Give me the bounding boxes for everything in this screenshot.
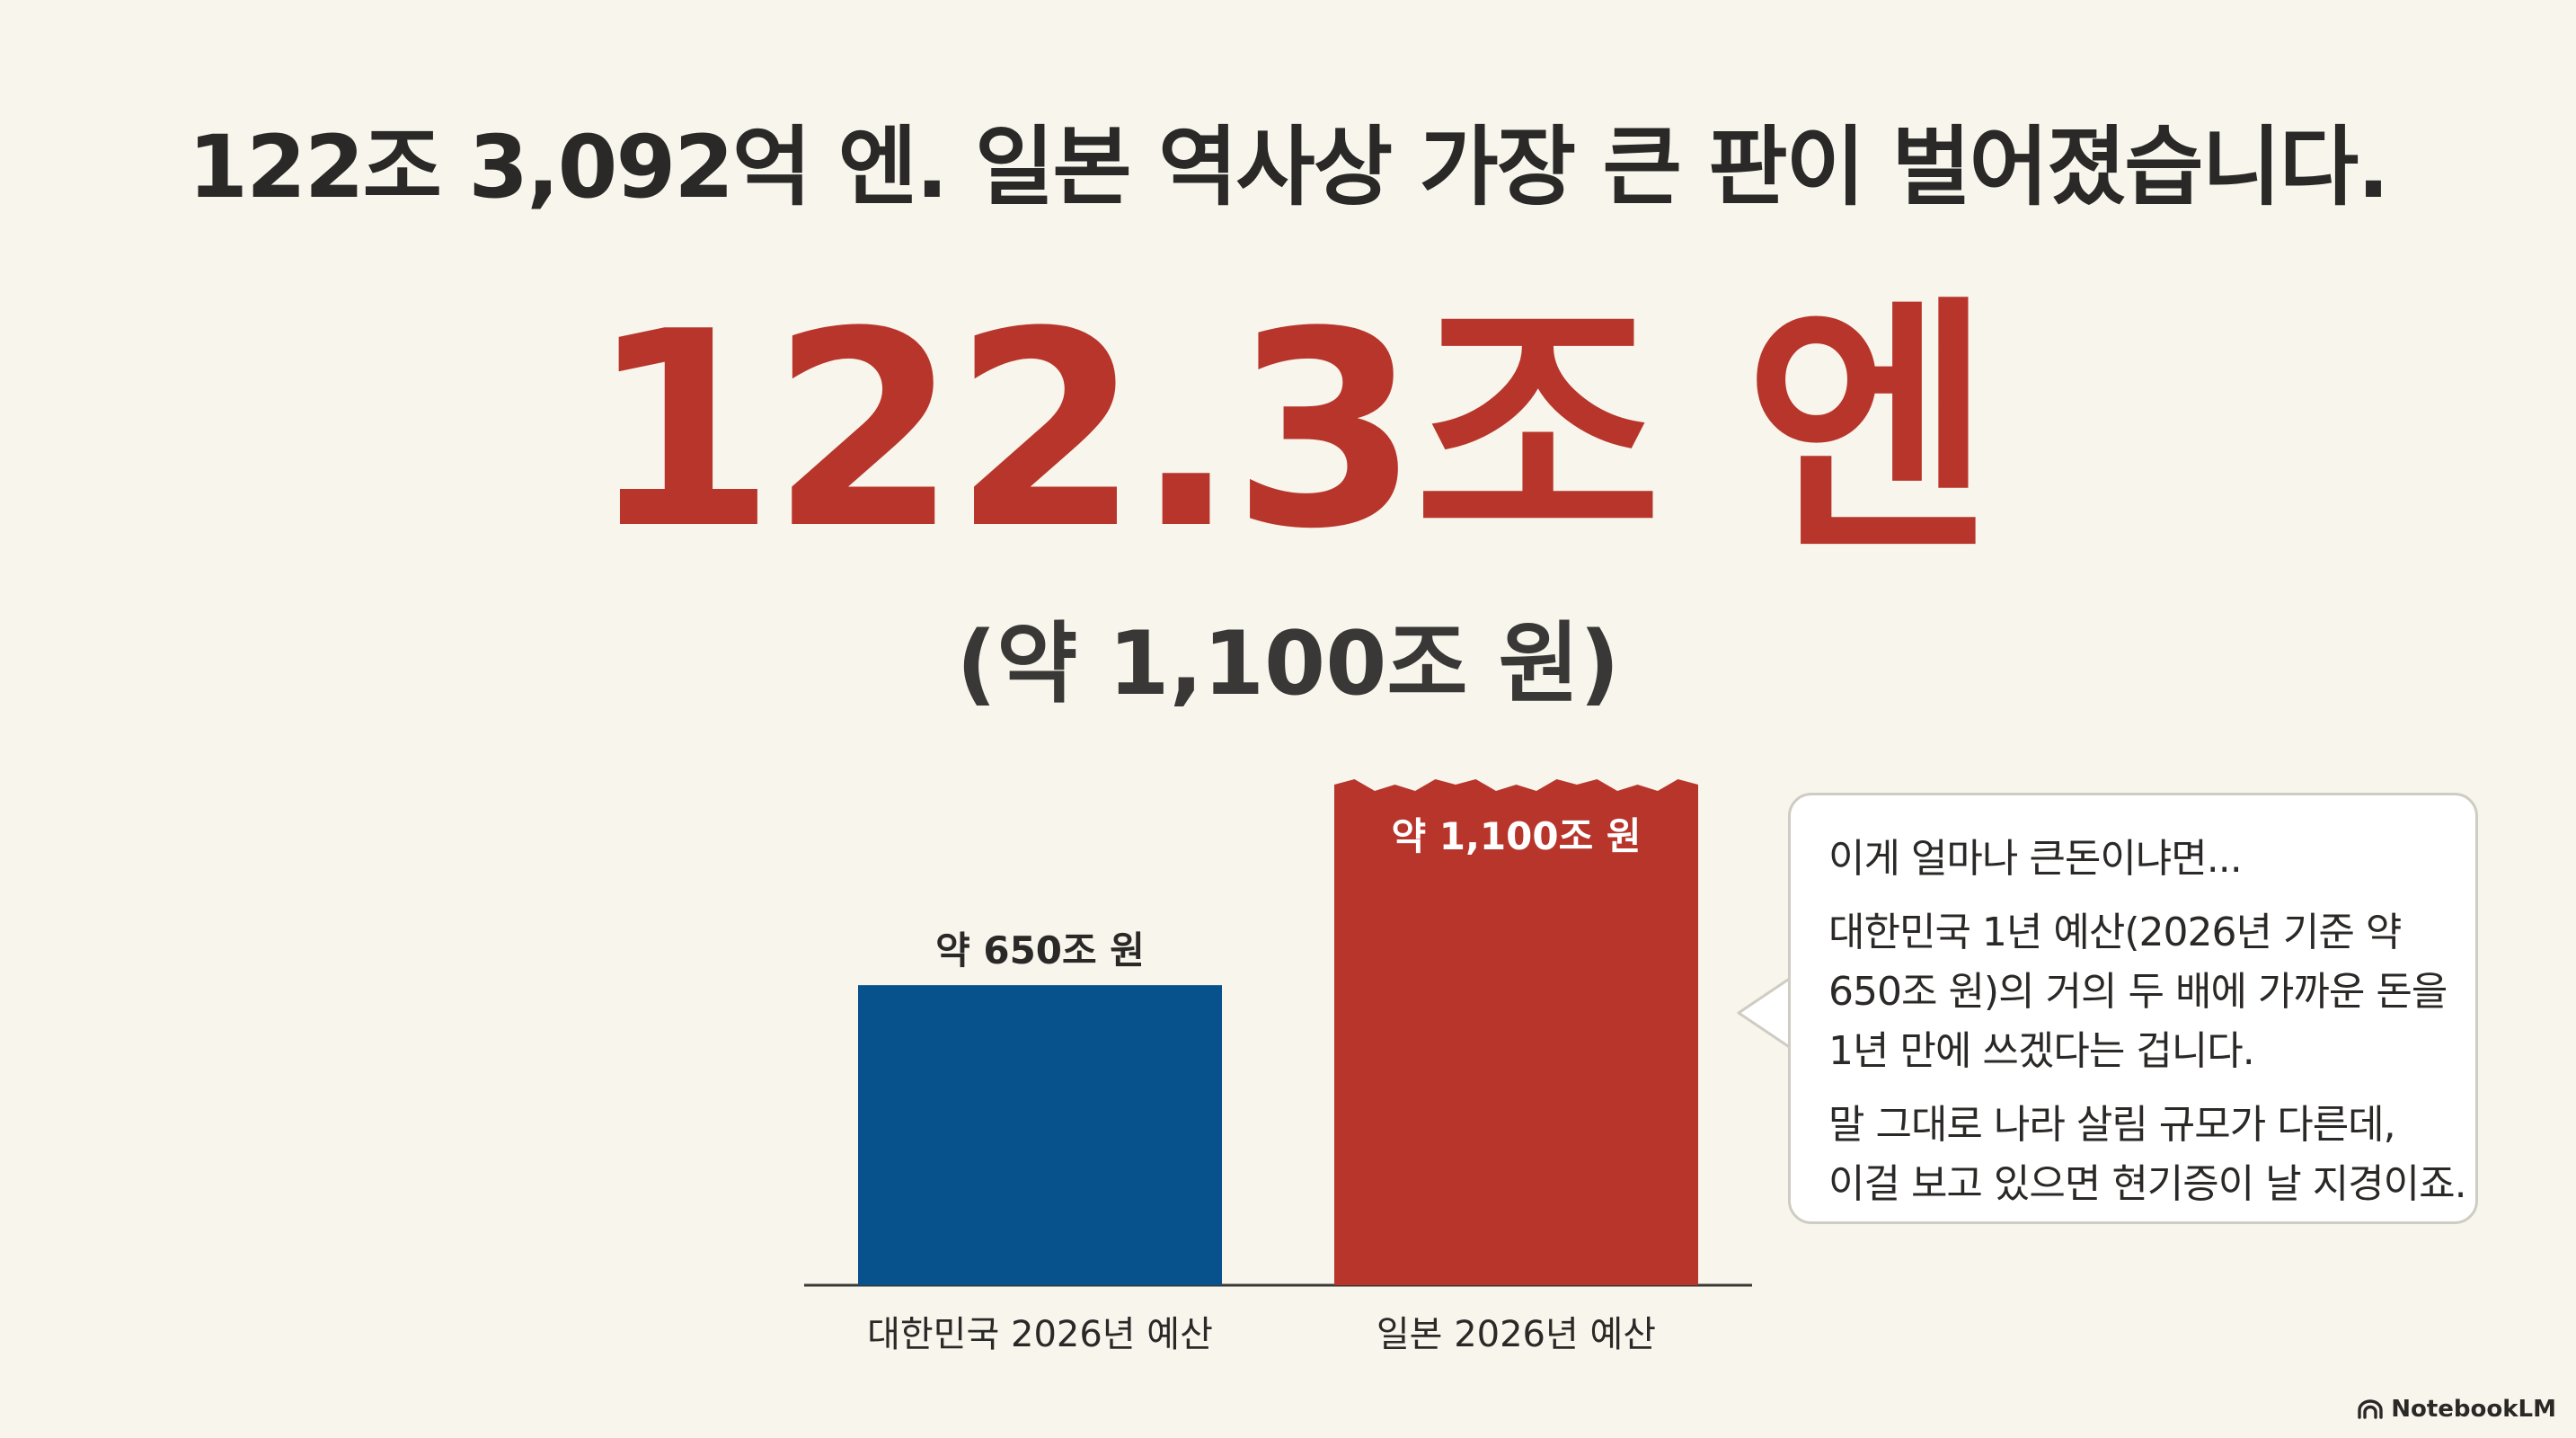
bar-japan — [1334, 779, 1698, 1285]
category-label-korea: 대한민국 2026년 예산 — [867, 1314, 1213, 1355]
bubble-paragraph-2: 대한민국 1년 예산(2026년 기준 약 650조 원)의 거의 두 배에 가… — [1828, 903, 2448, 1081]
bubble-tail — [1737, 976, 1792, 1050]
bar-value-label-korea: 약 650조 원 — [935, 928, 1145, 972]
explanation-bubble: 이게 얼마나 큰돈이냐면... 대한민국 1년 예산(2026년 기준 약 65… — [1788, 793, 2478, 1224]
bubble-p2-line-2: 650조 원)의 거의 두 배에 가까운 돈을 — [1828, 969, 2448, 1015]
bubble-p2-line-3: 1년 만에 쓰겠다는 겁니다. — [1828, 1028, 2255, 1074]
bubble-p3-line-2: 이걸 보고 있으면 현기증이 날 지경이죠. — [1828, 1161, 2467, 1207]
bar-value-label-japan: 약 1,100조 원 — [1391, 814, 1641, 858]
headline: 122조 3,092억 엔. 일본 역사상 가장 큰 판이 벌어졌습니다. — [188, 117, 2389, 217]
sub-number: (약 1,100조 원) — [956, 613, 1620, 715]
bubble-p3-line-1: 말 그대로 나라 살림 규모가 다른데, — [1828, 1102, 2396, 1148]
notebooklm-brand: NotebookLM — [2357, 1396, 2556, 1423]
big-number: 122.3조 엔 — [588, 274, 1993, 588]
bubble-intro: 이게 얼마나 큰돈이냐면... — [1828, 836, 2243, 882]
notebooklm-logo-icon — [2358, 1399, 2383, 1419]
bubble-p2-line-1: 대한민국 1년 예산(2026년 기준 약 — [1828, 910, 2402, 955]
category-label-japan: 일본 2026년 예산 — [1377, 1314, 1656, 1355]
bubble-paragraph-3: 말 그대로 나라 살림 규모가 다른데, 이걸 보고 있으면 현기증이 날 지경… — [1828, 1096, 2467, 1214]
brand-name: NotebookLM — [2391, 1396, 2556, 1423]
bar-korea — [858, 985, 1222, 1285]
